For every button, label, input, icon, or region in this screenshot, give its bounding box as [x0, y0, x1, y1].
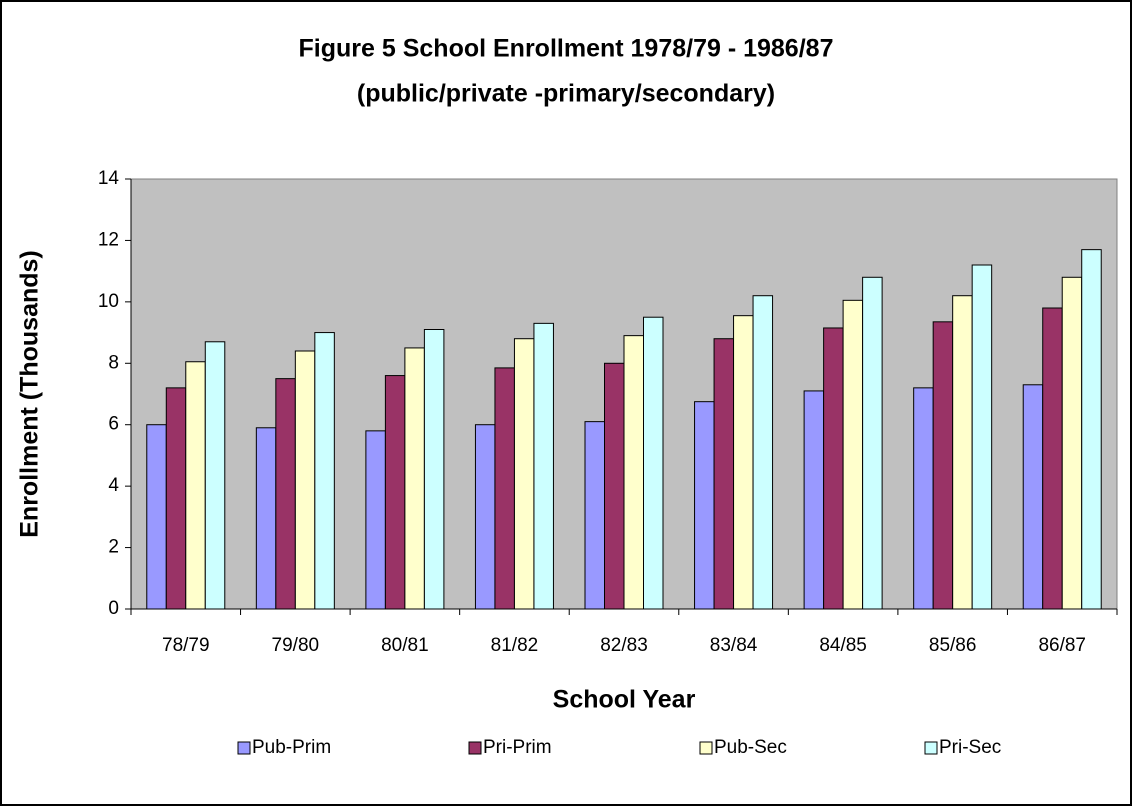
x-tick-label: 83/84: [710, 635, 758, 656]
bar: [255, 427, 277, 610]
bar: [513, 338, 535, 610]
bar: [474, 424, 496, 610]
x-tick-label: 84/85: [819, 635, 867, 656]
bar: [733, 315, 754, 610]
bar: [842, 299, 864, 610]
bar: [423, 329, 445, 610]
x-tick-label: 79/80: [272, 635, 320, 656]
bar: [643, 316, 664, 610]
bar: [971, 264, 993, 610]
bar: [913, 387, 934, 610]
bar: [803, 390, 825, 610]
bar: [584, 421, 605, 610]
bar: [932, 321, 954, 610]
y-tick-label: 4: [108, 475, 119, 496]
y-tick-label: 2: [108, 537, 119, 558]
y-tick-label: 8: [108, 352, 119, 373]
legend-swatch: [699, 741, 713, 755]
bar: [1042, 307, 1063, 610]
bar: [146, 424, 167, 610]
x-tick-label: 85/86: [929, 635, 977, 656]
x-tick-label: 80/81: [381, 635, 429, 656]
x-axis-title: School Year: [553, 686, 696, 714]
bar: [1022, 384, 1044, 610]
y-tick-label: 12: [98, 229, 119, 250]
y-axis-title: Enrollment (Thousands): [16, 250, 44, 538]
legend-label: Pri-Prim: [483, 737, 552, 758]
bar: [384, 375, 406, 610]
bar: [294, 350, 316, 610]
bar: [365, 430, 386, 610]
bar: [204, 341, 226, 610]
bar: [314, 332, 335, 610]
bar: [823, 327, 844, 610]
legend-label: Pri-Sec: [939, 737, 1001, 758]
x-tick-label: 78/79: [162, 635, 210, 656]
y-tick-label: 6: [108, 414, 119, 435]
bar: [952, 295, 973, 610]
chart-title: Figure 5 School Enrollment 1978/79 - 198…: [299, 35, 834, 63]
bar: [533, 322, 554, 610]
bar: [694, 401, 715, 610]
bar: [275, 378, 296, 610]
bar: [604, 362, 625, 610]
bar: [404, 347, 425, 610]
legend-swatch: [237, 741, 251, 755]
bar: [713, 338, 735, 610]
legend-swatch: [468, 741, 482, 755]
bar: [165, 387, 187, 610]
y-tick-label: 0: [108, 598, 119, 619]
y-tick-label: 10: [98, 291, 119, 312]
bar: [862, 276, 883, 610]
x-tick-label: 86/87: [1038, 635, 1086, 656]
bar: [1081, 249, 1102, 610]
bar: [185, 361, 206, 610]
legend-label: Pub-Prim: [252, 737, 331, 758]
bar: [494, 367, 515, 610]
bar: [752, 295, 774, 610]
chart-subtitle: (public/private -primary/secondary): [357, 80, 775, 108]
x-tick-label: 82/83: [600, 635, 648, 656]
y-tick-label: 14: [98, 168, 120, 189]
bar: [623, 335, 644, 610]
legend-swatch: [924, 741, 938, 755]
legend-label: Pub-Sec: [714, 737, 787, 758]
x-tick-label: 81/82: [491, 635, 539, 656]
bar: [1061, 276, 1083, 610]
